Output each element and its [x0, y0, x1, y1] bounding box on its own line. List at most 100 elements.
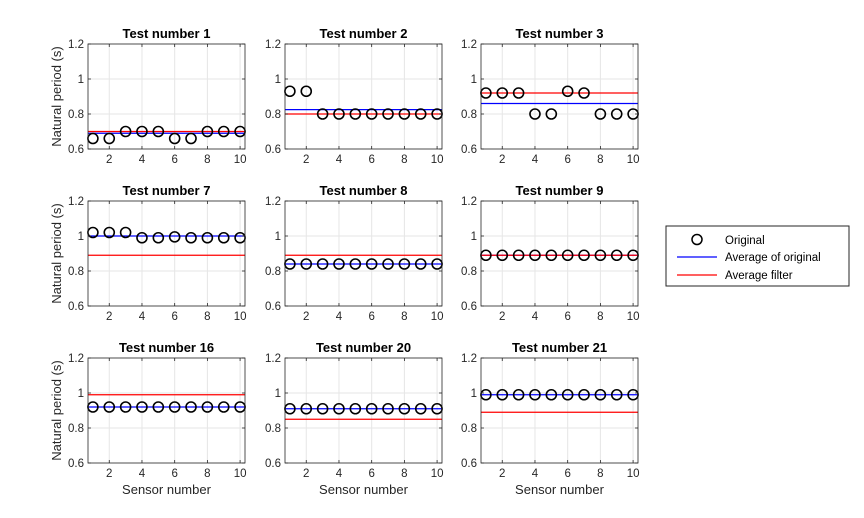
original-point	[103, 401, 116, 413]
x-tick-label: 10	[234, 311, 247, 323]
x-tick-label: 4	[139, 154, 146, 166]
y-tick-label: 0.8	[265, 423, 281, 435]
subplot-grid: 2 4 6 8 10 0.6 0.8 1 1.2 Test number 1 Natural per…	[49, 26, 639, 497]
axes-box	[480, 357, 639, 464]
x-tick-label: 6	[171, 468, 177, 480]
y-tick-label: 1	[275, 74, 281, 86]
original-point	[529, 108, 541, 120]
plot-area	[88, 201, 245, 306]
y-tick-label: 0.6	[68, 301, 84, 313]
y-tick-label: 1.2	[68, 39, 84, 51]
axes-box	[480, 43, 639, 150]
plot-area	[481, 44, 638, 149]
original-point	[217, 125, 230, 138]
original-point	[545, 108, 558, 120]
x-tick-label: 6	[368, 311, 374, 323]
original-point	[594, 249, 607, 262]
subplot-1: 2 4 6 8 10 0.6 0.8 1 1.2 Test number 1 Natural per…	[49, 26, 246, 166]
original-point	[185, 401, 197, 413]
plot-area	[481, 358, 638, 463]
original-point	[561, 388, 574, 401]
y-tick-label: 1.2	[265, 196, 281, 208]
original-point	[512, 87, 525, 99]
x-tick-label: 8	[597, 468, 603, 480]
original-point	[610, 249, 623, 262]
y-tick-label: 1	[78, 231, 84, 243]
original-point	[119, 226, 132, 239]
original-point	[333, 258, 345, 270]
y-tick-label: 0.8	[68, 423, 84, 435]
y-tick-label: 1	[275, 388, 281, 400]
x-tick-label: 2	[106, 154, 112, 166]
original-point	[103, 132, 116, 145]
original-point	[185, 132, 197, 145]
original-point	[561, 249, 574, 262]
x-tick-label: 4	[532, 311, 539, 323]
original-point	[414, 258, 427, 270]
x-axis-label: Sensor number	[515, 482, 605, 497]
x-tick-label: 8	[401, 154, 407, 166]
original-point	[316, 402, 329, 415]
x-tick-label: 4	[532, 154, 539, 166]
y-tick-label: 0.8	[461, 423, 477, 435]
original-point	[512, 249, 525, 262]
y-tick-label: 1.2	[265, 39, 281, 51]
original-point	[168, 132, 181, 145]
original-point	[136, 401, 148, 413]
original-point	[382, 108, 394, 120]
y-tick-label: 1.2	[461, 353, 477, 365]
original-point	[168, 401, 181, 413]
x-tick-label: 10	[431, 154, 444, 166]
x-tick-label: 10	[431, 311, 444, 323]
subplot-title: Test number 7	[123, 183, 211, 198]
legend-label-average-filter: Average filter	[725, 270, 793, 282]
original-point	[300, 402, 313, 415]
original-point	[610, 388, 623, 401]
x-tick-label: 6	[564, 311, 570, 323]
y-tick-label: 0.8	[461, 266, 477, 278]
subplot-7: 2 4 6 8 10 0.6 0.8 1 1.2 Test number 16 Natural pe…	[49, 340, 246, 497]
x-tick-label: 2	[499, 311, 505, 323]
original-point	[365, 402, 378, 415]
y-tick-label: 1.2	[68, 196, 84, 208]
y-tick-label: 0.8	[68, 109, 84, 121]
original-point	[496, 87, 509, 99]
x-tick-label: 10	[627, 468, 640, 480]
legend-marker-original	[691, 233, 703, 246]
x-tick-label: 10	[627, 154, 640, 166]
plot-area	[88, 358, 245, 463]
x-tick-label: 8	[204, 154, 210, 166]
y-tick-label: 0.6	[265, 144, 281, 156]
axes-box	[87, 357, 246, 464]
original-point	[594, 388, 607, 401]
x-tick-label: 8	[401, 311, 407, 323]
original-point	[152, 401, 165, 413]
x-axis-label: Sensor number	[319, 482, 409, 497]
x-tick-label: 4	[139, 468, 146, 480]
original-point	[349, 258, 362, 270]
original-point	[136, 231, 148, 244]
x-tick-label: 10	[627, 311, 640, 323]
original-point	[201, 401, 214, 413]
x-tick-label: 8	[204, 311, 210, 323]
original-point	[168, 231, 181, 243]
original-point	[512, 388, 525, 401]
y-tick-label: 1	[275, 231, 281, 243]
x-tick-label: 10	[234, 154, 247, 166]
x-tick-label: 4	[532, 468, 539, 480]
original-point	[201, 231, 214, 244]
original-point	[316, 258, 329, 270]
x-tick-label: 2	[499, 154, 505, 166]
x-tick-label: 6	[368, 154, 374, 166]
plot-area	[481, 201, 638, 306]
original-point	[398, 108, 411, 120]
y-tick-label: 0.8	[265, 266, 281, 278]
x-tick-label: 8	[401, 468, 407, 480]
original-point	[382, 258, 394, 270]
original-point	[365, 108, 378, 120]
x-axis-label: Sensor number	[122, 482, 212, 497]
subplot-title: Test number 8	[320, 183, 408, 198]
axes-box	[87, 43, 246, 150]
y-tick-label: 1	[471, 74, 477, 86]
x-tick-label: 6	[368, 468, 374, 480]
